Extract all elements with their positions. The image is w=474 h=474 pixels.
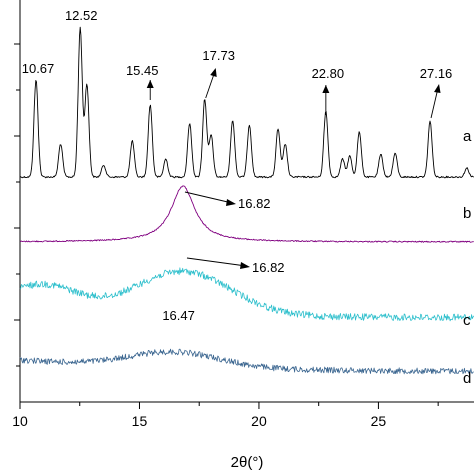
annotation-arrow [184,191,233,204]
annotation-layer: 10.67 12.52 15.45 17.73 22.80 27.16 16.82 16.82… [22,8,453,323]
peak-label: 16.82 [238,196,271,211]
peak-label: 10.67 [22,61,55,76]
label-layer: a b c d [463,128,472,387]
series-layer [19,26,474,375]
annotation-arrowhead [434,84,441,93]
x-tick-label: 15 [132,413,148,429]
x-tick-label: 25 [371,413,387,429]
peak-label: 16.82 [252,260,285,275]
series-label-a: a [463,128,472,145]
x-tick-label: 20 [251,413,267,429]
axes: 10 15 20 25 [12,0,474,429]
series-label-b: b [463,205,471,222]
peak-label: 27.16 [420,66,453,81]
series-label-d: d [463,370,471,387]
x-tick-label: 10 [12,413,28,429]
annotation-arrow [186,257,247,267]
peak-label: 17.73 [202,48,235,63]
series-line-d [19,348,474,375]
annotation-arrowhead [240,262,250,269]
annotation-arrowhead [322,85,330,93]
annotation-arrow [430,87,439,119]
series-line-c [19,267,474,322]
series-label-c: c [463,312,471,329]
annotation-arrow [205,71,216,99]
annotation-arrowhead [146,80,154,88]
peak-label: 15.45 [126,63,159,78]
x-axis-label: 2θ(°) [231,454,264,471]
series-line-b [19,185,474,243]
peak-label: 12.52 [65,8,98,23]
series-line-a [19,26,474,179]
annotation-arrowhead [226,199,236,206]
peak-label: 16.47 [162,308,195,323]
peak-label: 22.80 [312,66,345,81]
annotation-arrowhead [210,68,217,77]
